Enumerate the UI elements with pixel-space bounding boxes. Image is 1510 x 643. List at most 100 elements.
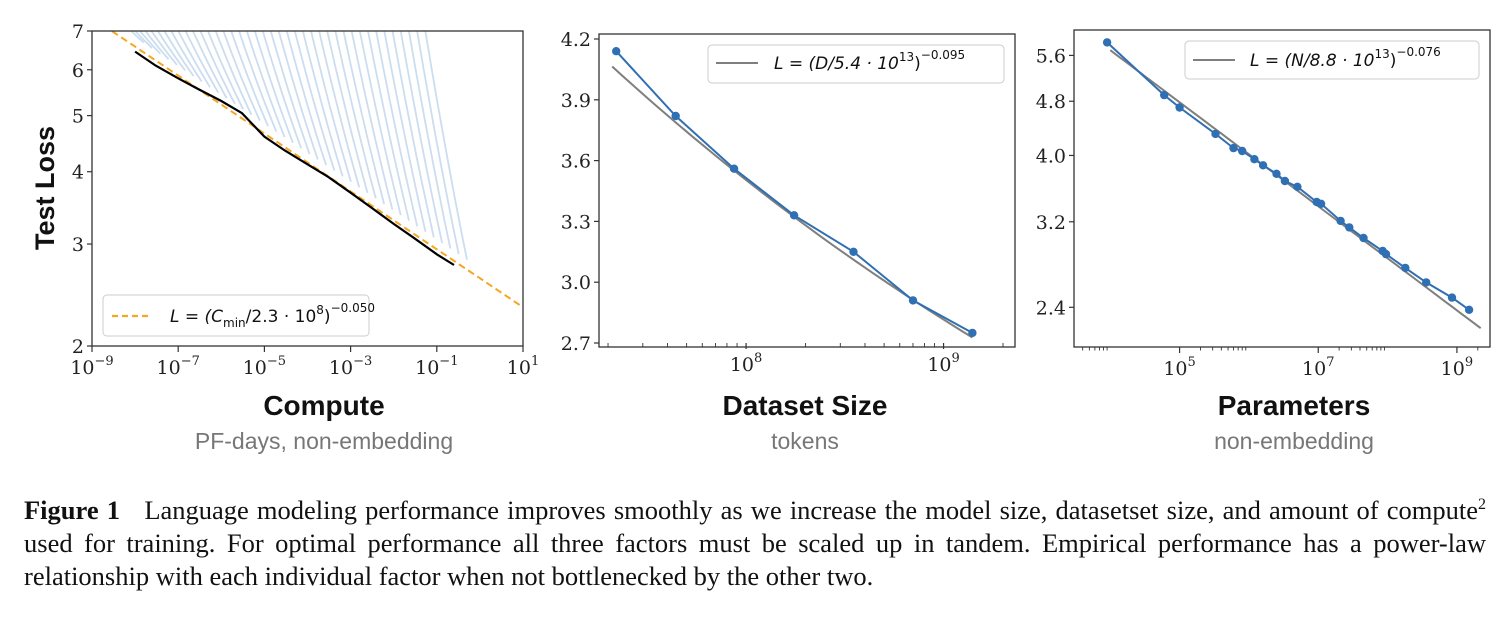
fit-line-dashed (110, 31, 523, 309)
footnote-marker: 2 (1478, 496, 1486, 513)
training-curve (156, 31, 186, 71)
training-curve (293, 31, 336, 171)
training-curve (230, 31, 269, 127)
data-point (1102, 38, 1112, 47)
training-curve (383, 31, 427, 232)
data-point (1211, 129, 1220, 139)
training-curve (399, 31, 443, 244)
data-point (1238, 146, 1247, 156)
training-curve (207, 31, 245, 110)
training-curve (144, 31, 170, 60)
training-curve (269, 31, 311, 155)
x-ticks: 108 109 (607, 343, 1004, 376)
y-axis-label: Test Loss (30, 126, 60, 250)
legend-label: L = (D/5.4 · 1013)−0.095 (774, 48, 965, 74)
fit-line (110, 31, 523, 309)
x-tick-label: 10−9 (70, 354, 113, 379)
y-tick-label: 3.9 (561, 90, 591, 112)
training-curve (191, 31, 228, 99)
y-tick-label: 4.2 (561, 29, 591, 51)
training-curve (367, 31, 410, 221)
legend-label: L = (Cmin/2.3 · 108)−0.050 (170, 301, 375, 330)
y-tick-label: 7 (72, 21, 84, 43)
data-point (1381, 249, 1391, 259)
training-curve (199, 31, 236, 105)
training-curve (184, 31, 220, 94)
training-curve (222, 31, 261, 121)
caption-text-1: Language modeling performance improves s… (144, 494, 1478, 525)
x-tick-label: 10−7 (157, 354, 200, 379)
panel-subtitle-dataset-size: tokens (771, 428, 839, 454)
training-curve (318, 31, 361, 188)
data-point (1422, 278, 1431, 287)
data-point (1464, 305, 1474, 314)
figure-charts: Test Loss 2 3 4 5 6 7 10−9 10−7 10−5 10−3 10−1 101… (30, 21, 1491, 380)
training-curve (358, 31, 402, 216)
training-curve (245, 31, 286, 138)
y-ticks: 2 3 4 5 6 7 (72, 21, 92, 358)
x-tick-label: 105 (1163, 355, 1195, 380)
data-point (1272, 169, 1281, 178)
y-tick-label: 5.6 (1036, 45, 1066, 67)
x-tick-label: 101 (507, 354, 539, 379)
data-point (849, 247, 858, 256)
x-tick-label: 109 (1441, 355, 1473, 380)
data-series (1102, 38, 1474, 314)
training-curve (416, 31, 460, 255)
legend-box (707, 44, 1005, 84)
y-tick-label: 3.2 (1036, 212, 1066, 234)
training-curve (150, 31, 178, 66)
training-curve (424, 31, 468, 260)
data-point (1447, 293, 1457, 302)
plot-frame (598, 33, 1016, 348)
y-tick-label: 4 (72, 162, 84, 184)
training-curve (253, 31, 294, 144)
data-point (908, 296, 918, 305)
y-tick-label: 3 (72, 234, 84, 256)
training-curve (214, 31, 253, 116)
panel-title-parameters: Parameters (1217, 390, 1371, 421)
training-curve (238, 31, 278, 132)
training-curve (391, 31, 435, 238)
data-point (1401, 263, 1410, 273)
training-curve (177, 31, 211, 88)
x-tick-label: 108 (730, 351, 762, 376)
data-point (789, 211, 799, 220)
training-curve (375, 31, 419, 227)
dataset-size-chart: 2.7 3.0 3.3 3.6 3.9 4.2 108 109 L = (D/5.4 · 1… (561, 29, 1016, 376)
frontier-line (134, 50, 455, 266)
y-tick-label: 3.0 (561, 272, 591, 294)
caption-text-2: used for training. For optimal performan… (24, 527, 1486, 591)
data-point (1316, 199, 1326, 208)
y-tick-label: 3.6 (561, 151, 591, 173)
panel-title-dataset-size: Dataset Size (722, 390, 888, 421)
x-tick-label: 107 (1302, 355, 1334, 380)
data-point (729, 164, 739, 173)
x-tick-label: 10−3 (329, 354, 372, 379)
data-point (671, 111, 680, 121)
legend-box (102, 294, 370, 337)
training-curve (310, 31, 352, 182)
x-tick-label: 109 (927, 351, 959, 376)
data-point (1336, 216, 1345, 226)
plot-frame (1073, 29, 1491, 348)
x-tick-label: 10−1 (415, 354, 458, 379)
training-curve (261, 31, 303, 149)
y-tick-label: 2.4 (1036, 297, 1066, 319)
data-point (1258, 161, 1268, 170)
training-curve (163, 31, 195, 77)
data-point (1160, 90, 1169, 100)
training-curve (334, 31, 377, 199)
y-tick-label: 2 (72, 336, 84, 358)
figure-label: Figure 1 (24, 494, 120, 525)
frontier-line (134, 50, 455, 266)
training-curve (350, 31, 394, 210)
data-point (968, 328, 977, 338)
parameters-chart: 2.4 3.2 4.0 4.8 5.6 105 107 109 L = (N/8.8 · 1… (1036, 29, 1491, 380)
data-point (1250, 155, 1259, 164)
data-line (615, 50, 973, 334)
data-point (1280, 176, 1290, 186)
data-series (612, 47, 977, 338)
y-tick-label: 3.3 (561, 211, 591, 233)
training-curve (408, 31, 452, 249)
